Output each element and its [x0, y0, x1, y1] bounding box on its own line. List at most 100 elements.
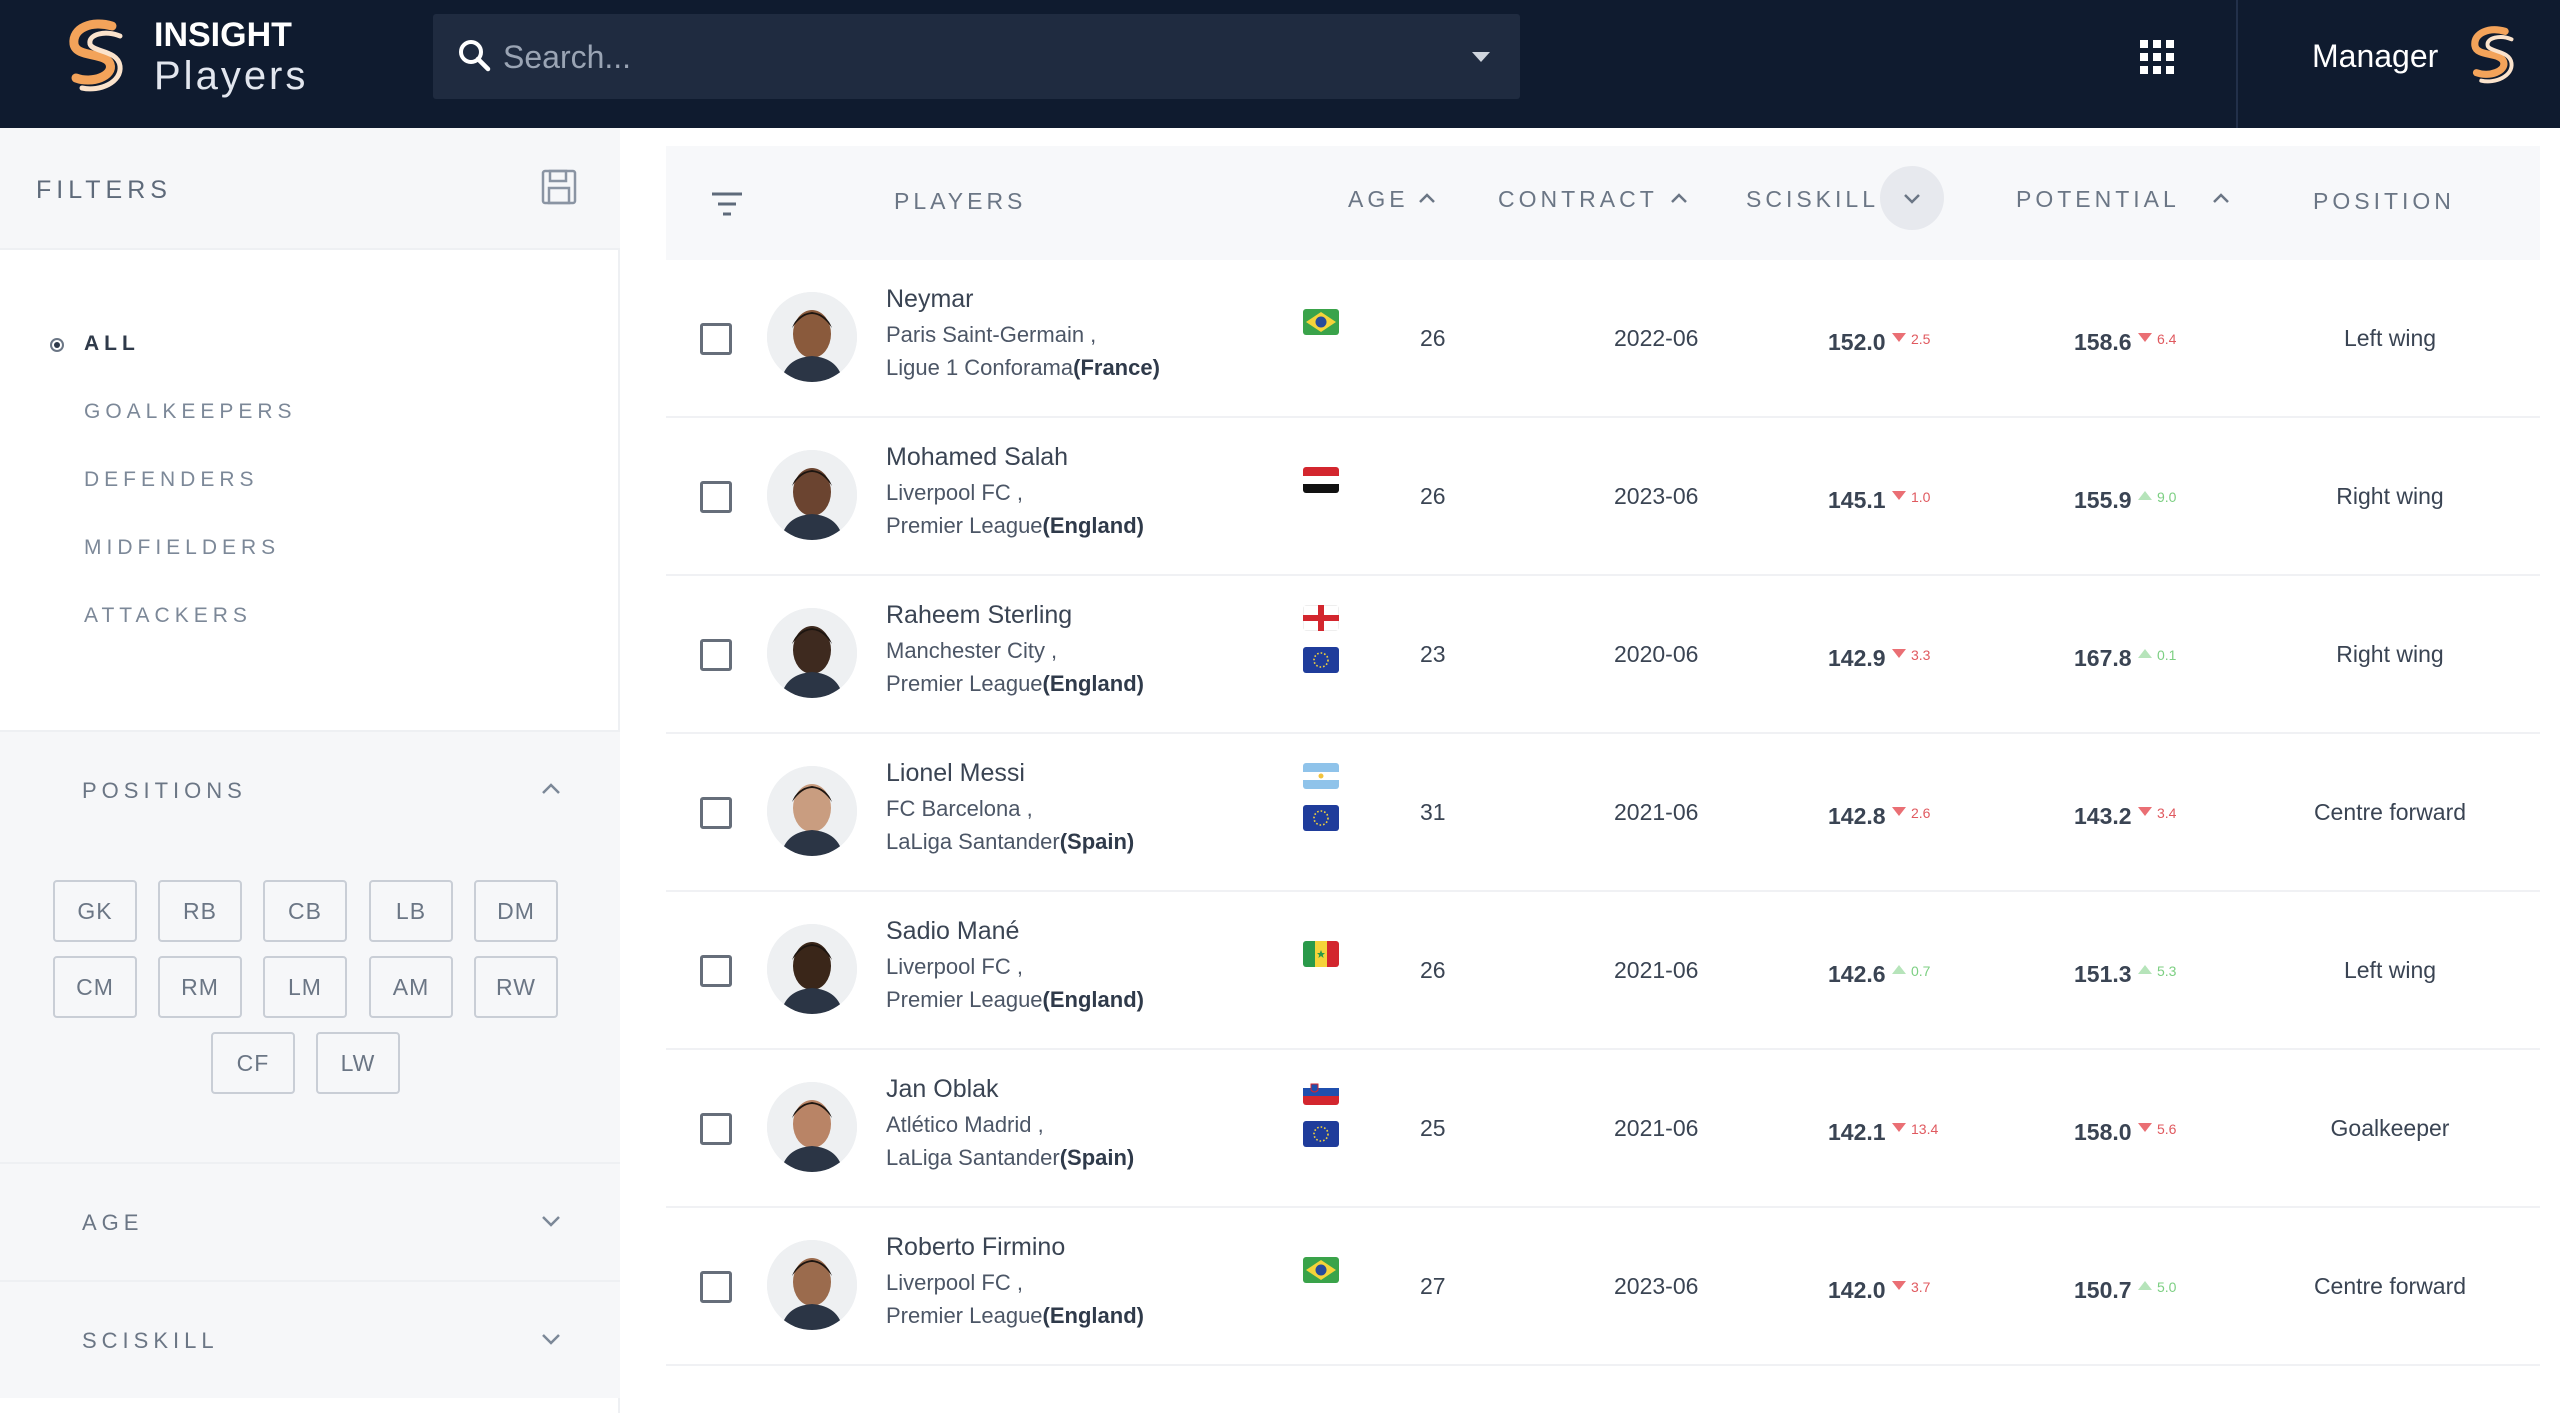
- category-attackers[interactable]: ATTACKERS: [84, 604, 252, 627]
- search-icon: [459, 40, 491, 72]
- player-name[interactable]: Sadio Mané: [886, 917, 1020, 945]
- table-row[interactable]: Jan Oblak Atlético Madrid , LaLiga Santand…: [666, 1050, 2540, 1208]
- chevron-down-icon[interactable]: [540, 1210, 562, 1232]
- player-name[interactable]: Raheem Sterling: [886, 601, 1073, 629]
- player-contract: 2022-06: [1614, 325, 1699, 351]
- avatar: [767, 292, 857, 382]
- table-row[interactable]: Sadio Mané Liverpool FC , Premier League(E…: [666, 892, 2540, 1050]
- player-position: Left wing: [2343, 325, 2437, 351]
- player-club: Manchester City ,: [886, 638, 1058, 663]
- age-section-header[interactable]: AGE: [0, 1164, 620, 1280]
- player-club: Liverpool FC ,: [886, 1270, 1023, 1295]
- player-potential: 143.2: [2074, 803, 2132, 829]
- player-sciskill: 142.9: [1828, 645, 1886, 671]
- row-select-checkbox[interactable]: [700, 1271, 732, 1303]
- sort-ascending-icon[interactable]: [1418, 192, 1436, 204]
- position-rm-button[interactable]: RM: [158, 956, 242, 1018]
- row-select-checkbox[interactable]: [700, 323, 732, 355]
- player-name[interactable]: Neymar: [886, 285, 974, 313]
- position-rb-button[interactable]: RB: [158, 880, 242, 942]
- player-league: LaLiga Santander(Spain): [886, 829, 1134, 855]
- sciskill-delta-value: 1.0: [1911, 489, 1931, 505]
- column-header-players[interactable]: PLAYERS: [894, 188, 1027, 214]
- row-select-checkbox[interactable]: [700, 797, 732, 829]
- user-avatar-logo-icon[interactable]: [2465, 25, 2523, 87]
- insight-logo-icon[interactable]: [62, 18, 134, 96]
- save-filters-icon[interactable]: [540, 168, 578, 206]
- positions-section-header[interactable]: POSITIONS: [0, 732, 620, 848]
- player-potential: 150.7: [2074, 1277, 2132, 1303]
- sciskill-delta: 13.4: [1892, 1121, 1938, 1137]
- row-select-checkbox[interactable]: [700, 481, 732, 513]
- sciskill-delta: 1.0: [1892, 489, 1930, 505]
- chevron-up-icon[interactable]: [540, 778, 562, 800]
- category-all[interactable]: ALL: [84, 332, 140, 355]
- table-row[interactable]: Lionel Messi FC Barcelona , LaLiga Santand…: [666, 734, 2540, 892]
- player-age: 26: [1420, 483, 1446, 509]
- position-gk-button[interactable]: GK: [53, 880, 137, 942]
- player-sciskill: 145.1: [1828, 487, 1886, 513]
- table-row[interactable]: Roberto Firmino Liverpool FC , Premier Lea…: [666, 1208, 2540, 1366]
- position-cm-button[interactable]: CM: [53, 956, 137, 1018]
- filters-header: FILTERS: [0, 128, 620, 250]
- player-name[interactable]: Lionel Messi: [886, 759, 1025, 787]
- column-header-potential[interactable]: POTENTIAL: [2016, 186, 2180, 212]
- position-am-button[interactable]: AM: [369, 956, 453, 1018]
- player-age: 26: [1420, 325, 1446, 351]
- player-sciskill: 142.1: [1828, 1119, 1886, 1145]
- brand-name: INSIGHT: [154, 16, 292, 54]
- chevron-down-icon[interactable]: [540, 1328, 562, 1350]
- category-midfielders[interactable]: MIDFIELDERS: [84, 536, 281, 559]
- player-name[interactable]: Mohamed Salah: [886, 443, 1069, 471]
- row-select-checkbox[interactable]: [700, 1113, 732, 1145]
- trend-arrow-icon: [1892, 965, 1906, 974]
- search-bar[interactable]: [433, 14, 1520, 99]
- potential-delta: 5.3: [2138, 963, 2176, 979]
- avatar: [767, 608, 857, 698]
- search-input[interactable]: [503, 32, 1403, 82]
- position-lw-button[interactable]: LW: [316, 1032, 400, 1094]
- position-lm-button[interactable]: LM: [263, 956, 347, 1018]
- category-goalkeepers[interactable]: GOALKEEPERS: [84, 400, 297, 423]
- position-rw-button[interactable]: RW: [474, 956, 558, 1018]
- table-row[interactable]: Neymar Paris Saint-Germain , Ligue 1 Confo…: [666, 260, 2540, 418]
- row-select-checkbox[interactable]: [700, 955, 732, 987]
- sort-active-indicator[interactable]: [1880, 166, 1944, 230]
- apps-grid-icon[interactable]: [2140, 40, 2174, 74]
- user-menu-label[interactable]: Manager: [2312, 38, 2439, 74]
- sort-descending-icon[interactable]: [1903, 193, 1921, 205]
- all-radio-indicator[interactable]: [50, 338, 64, 352]
- position-cb-button[interactable]: CB: [263, 880, 347, 942]
- sort-ascending-icon[interactable]: [1670, 192, 1688, 204]
- player-position: Left wing: [2343, 957, 2437, 983]
- positions-title: POSITIONS: [82, 778, 247, 803]
- category-defenders[interactable]: DEFENDERS: [84, 468, 259, 491]
- avatar: [767, 1082, 857, 1172]
- player-age: 23: [1420, 641, 1446, 667]
- column-header-position[interactable]: POSITION: [2313, 188, 2455, 214]
- eu-flag-icon: [1303, 805, 1339, 831]
- column-header-sciskill[interactable]: SCISKILL: [1746, 186, 1879, 212]
- column-header-age[interactable]: AGE: [1348, 186, 1409, 212]
- search-dropdown-caret-icon[interactable]: [1472, 52, 1490, 62]
- league-country: (Spain): [1059, 829, 1135, 854]
- sciskill-delta-value: 2.5: [1911, 331, 1931, 347]
- column-header-contract[interactable]: CONTRACT: [1498, 186, 1658, 212]
- player-contract: 2023-06: [1614, 483, 1699, 509]
- league-country: (England): [1042, 1303, 1144, 1328]
- sciskill-delta: 2.6: [1892, 805, 1930, 821]
- sort-ascending-icon[interactable]: [2212, 192, 2230, 204]
- table-row[interactable]: Mohamed Salah Liverpool FC , Premier Leagu…: [666, 418, 2540, 576]
- filter-list-icon[interactable]: [710, 190, 744, 218]
- player-name[interactable]: Roberto Firmino: [886, 1233, 1066, 1261]
- row-select-checkbox[interactable]: [700, 639, 732, 671]
- sciskill-section-header[interactable]: SCISKILL: [0, 1282, 620, 1398]
- player-name[interactable]: Jan Oblak: [886, 1075, 999, 1103]
- player-league: Ligue 1 Conforama(France): [886, 355, 1160, 381]
- position-lb-button[interactable]: LB: [369, 880, 453, 942]
- player-sciskill: 142.8: [1828, 803, 1886, 829]
- table-row[interactable]: Raheem Sterling Manchester City , Premier …: [666, 576, 2540, 734]
- sidebar-divider: [0, 1162, 620, 1164]
- position-cf-button[interactable]: CF: [211, 1032, 295, 1094]
- position-dm-button[interactable]: DM: [474, 880, 558, 942]
